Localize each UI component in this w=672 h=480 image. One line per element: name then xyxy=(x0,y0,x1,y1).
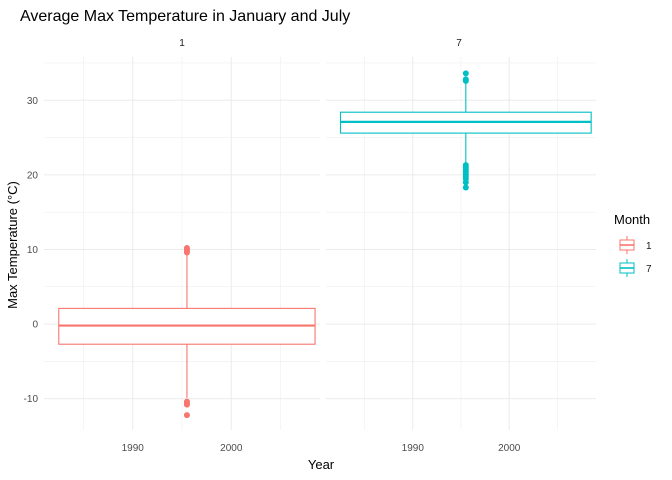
outlier-point xyxy=(183,412,190,419)
legend-key-7 xyxy=(619,259,635,277)
y-tick-label: 20 xyxy=(27,170,39,181)
y-axis-ticks: -10 0 10 20 30 xyxy=(24,96,39,405)
x-axis-ticks: 1990 2000 1990 2000 xyxy=(122,443,521,454)
legend-label-7: 7 xyxy=(646,264,652,275)
y-tick-label: -10 xyxy=(24,394,39,405)
x-tick-label: 2000 xyxy=(498,443,521,454)
outlier-point xyxy=(183,244,190,251)
legend-title: Month xyxy=(614,212,650,227)
x-axis-title: Year xyxy=(308,457,335,472)
y-tick-label: 0 xyxy=(32,320,38,331)
x-tick-label: 1990 xyxy=(122,443,145,454)
facet-panel-1: 1 xyxy=(44,38,320,430)
x-tick-label: 1990 xyxy=(402,443,425,454)
legend-key-1 xyxy=(619,236,635,254)
outlier-point xyxy=(183,401,190,408)
facet-strip-label: 7 xyxy=(456,38,462,49)
outlier-point xyxy=(462,184,469,191)
y-axis-title: Max Temperature (°C) xyxy=(5,181,20,309)
legend: Month 1 7 xyxy=(614,212,652,277)
x-tick-label: 2000 xyxy=(220,443,243,454)
chart-title: Average Max Temperature in January and J… xyxy=(20,8,350,25)
outlier-point xyxy=(462,179,469,186)
legend-label-1: 1 xyxy=(646,241,652,252)
facet-strip-label: 1 xyxy=(179,38,185,49)
y-tick-label: 10 xyxy=(27,245,39,256)
outlier-point xyxy=(462,70,469,77)
outlier-point xyxy=(462,76,469,83)
y-tick-label: 30 xyxy=(27,96,39,107)
facet-panel-7: 7 xyxy=(326,38,596,430)
